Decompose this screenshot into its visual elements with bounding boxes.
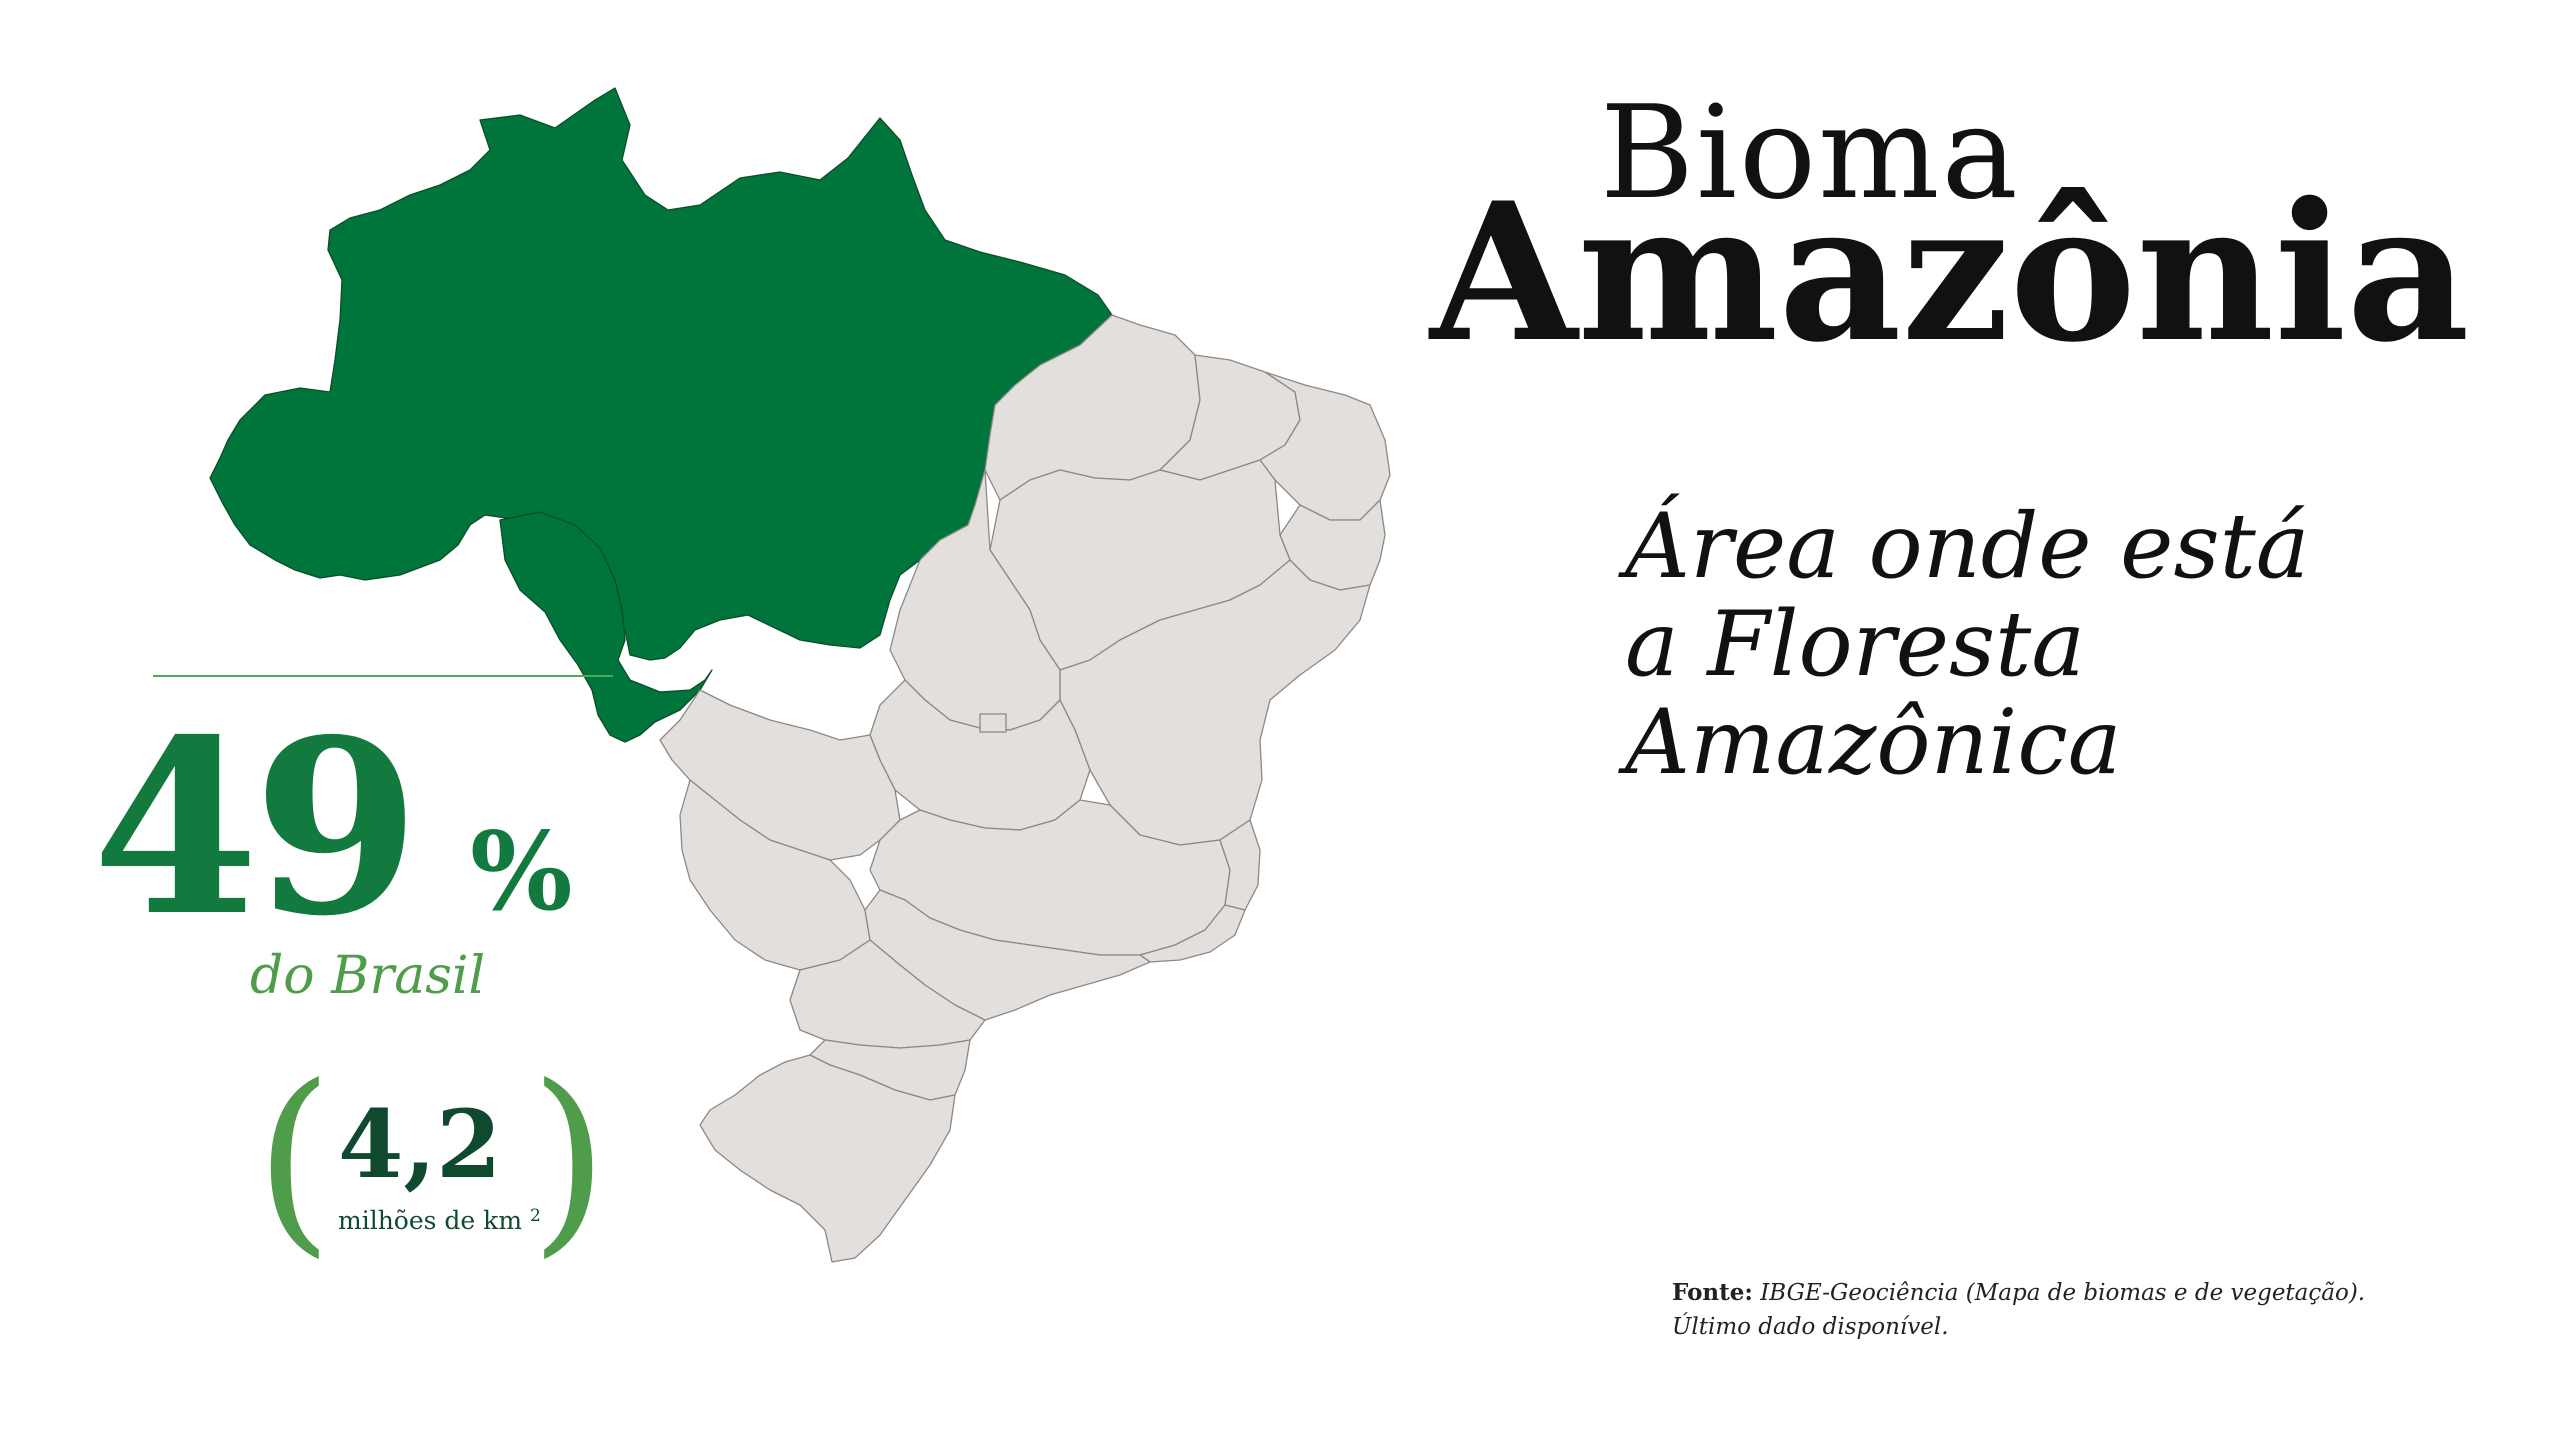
area-unit-text: milhões de km: [338, 1206, 523, 1235]
subtitle: Área onde está a Floresta Amazônica: [1625, 498, 2309, 792]
state-espirito-santo: [1219, 819, 1261, 911]
source-note-line: Último dado disponível.: [1672, 1314, 1949, 1340]
stat-value: 49: [92, 687, 420, 969]
area-unit: milhões de km 2: [338, 1206, 541, 1235]
source-text: IBGE-Geociência (Mapa de biomas e de veg…: [1760, 1280, 2366, 1306]
subtitle-line-1: Área onde está: [1625, 494, 2310, 599]
stat-caption: do Brasil: [250, 946, 486, 1006]
state-mato-grosso-south-region: [659, 689, 901, 861]
area-unit-superscript: 2: [529, 1206, 541, 1226]
divider-line: [153, 675, 613, 677]
area-open-parenthesis: (: [255, 1043, 334, 1276]
subtitle-line-3: Amazônica: [1625, 690, 2122, 795]
title-amazonia: Amazônia: [1430, 161, 2470, 384]
subtitle-line-2: a Floresta: [1625, 592, 2085, 697]
stat-percent-sign: %: [470, 809, 573, 935]
federal-district: [979, 713, 1007, 733]
source-label: Fonte:: [1672, 1279, 1753, 1306]
area-value: 4,2: [338, 1090, 502, 1200]
state-rio-grande-do-sul: [699, 1054, 956, 1263]
source-note: Fonte: IBGE-Geociência (Mapa de biomas e…: [1672, 1276, 2365, 1344]
area-close-parenthesis: ): [530, 1043, 609, 1276]
title-bioma: Bioma: [1600, 79, 2020, 228]
amazon-biome-region: [209, 87, 1113, 661]
